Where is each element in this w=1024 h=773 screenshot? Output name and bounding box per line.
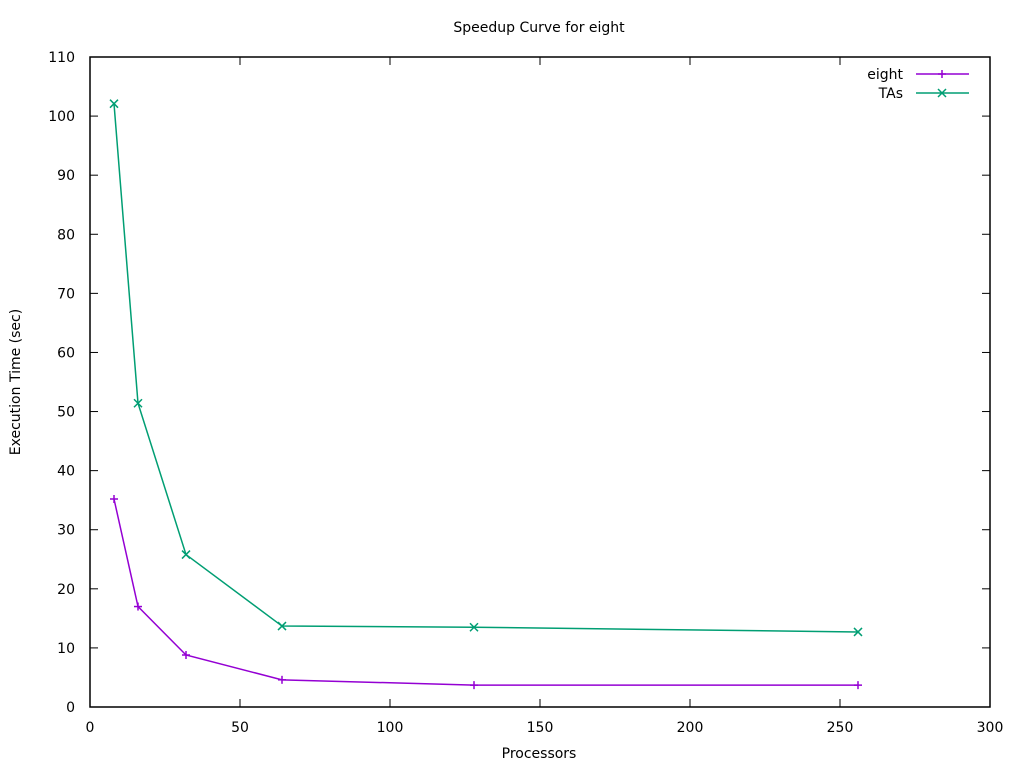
- data-point: [277, 621, 287, 631]
- data-point: [469, 622, 479, 632]
- marker-stroke: [181, 550, 191, 560]
- plot-area-border: [89, 56, 991, 708]
- y-axis-label: Execution Time (sec): [8, 309, 24, 455]
- chart-title: Speedup Curve for eight: [453, 20, 625, 36]
- data-point: [109, 99, 119, 109]
- marker-stroke: [109, 99, 119, 109]
- y-tick-label: 10: [57, 641, 75, 657]
- data-point: [110, 495, 118, 503]
- x-tick-label: 0: [86, 720, 95, 736]
- legend-marker: [938, 70, 946, 78]
- data-point: [134, 602, 142, 611]
- marker-stroke: [133, 398, 143, 408]
- data-series: [109, 99, 863, 690]
- x-axis-label: Processors: [502, 746, 577, 762]
- axis-ticks: 0 50 100 150 200 250 300 0 10 20 30 40 50 60 70 80 90 100…: [48, 50, 1003, 736]
- series-line: [113, 103, 859, 633]
- y-tick-label: 70: [57, 286, 75, 302]
- data-point: [470, 681, 478, 690]
- y-tick-label: 40: [57, 464, 75, 480]
- y-tick-label: 100: [48, 109, 75, 125]
- x-tick-label: 250: [827, 720, 854, 736]
- series-eight: [110, 495, 862, 690]
- legend-entry-tas: TAs: [878, 86, 969, 102]
- data-point: [182, 651, 190, 659]
- y-tick-label: 90: [57, 168, 75, 184]
- x-tick-label: 300: [977, 720, 1004, 736]
- x-tick-label: 100: [377, 720, 404, 736]
- series-tas: [109, 99, 863, 637]
- legend-label: TAs: [878, 86, 903, 102]
- y-tick-label: 110: [48, 50, 75, 66]
- x-tick-label: 150: [527, 720, 554, 736]
- data-point: [133, 398, 143, 408]
- legend-marker: [937, 88, 947, 98]
- data-point: [278, 675, 286, 684]
- y-tick-label: 30: [57, 523, 75, 539]
- legend: eight TAs: [867, 67, 969, 102]
- y-tick-label: 80: [57, 227, 75, 243]
- x-tick-label: 200: [677, 720, 704, 736]
- data-point: [853, 627, 863, 637]
- x-tick-label: 50: [231, 720, 249, 736]
- marker-stroke: [277, 621, 287, 631]
- y-tick-label: 60: [57, 345, 75, 361]
- marker-stroke: [937, 88, 947, 98]
- marker-stroke: [469, 622, 479, 632]
- legend-entry-eight: eight: [867, 67, 969, 83]
- data-point: [854, 681, 862, 690]
- y-tick-label: 0: [66, 700, 75, 716]
- data-point: [181, 550, 191, 560]
- y-tick-label: 50: [57, 405, 75, 421]
- y-tick-label: 20: [57, 582, 75, 598]
- series-line: [113, 498, 858, 686]
- marker-stroke: [853, 627, 863, 637]
- legend-label: eight: [867, 67, 903, 83]
